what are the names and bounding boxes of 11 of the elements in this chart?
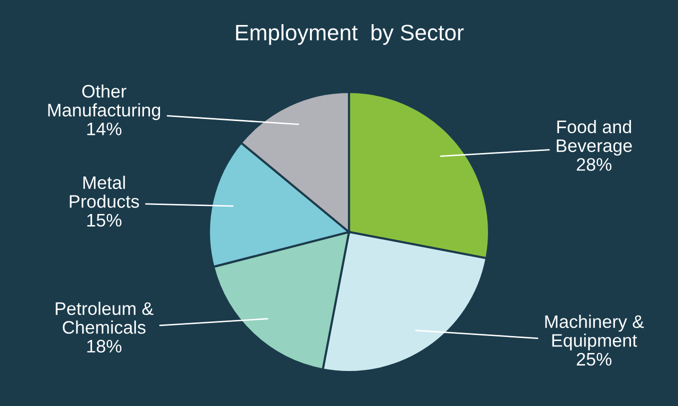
slice-label: Metal Products (70, 176, 139, 208)
chart-title: Employment by Sector (236, 24, 464, 45)
slice-label: Food and Beverage (556, 120, 632, 156)
slice-label: Petroleum & Chemicals (56, 302, 154, 334)
data-label: 15% (87, 214, 122, 227)
slice-label: Other Manufacturing (48, 84, 160, 120)
data-label: 18% (87, 340, 122, 353)
slice-label: Machinery & Equipment (545, 314, 644, 350)
data-label: 25% (576, 352, 612, 366)
data-label: 28% (576, 158, 612, 171)
data-label: 14% (87, 122, 122, 136)
